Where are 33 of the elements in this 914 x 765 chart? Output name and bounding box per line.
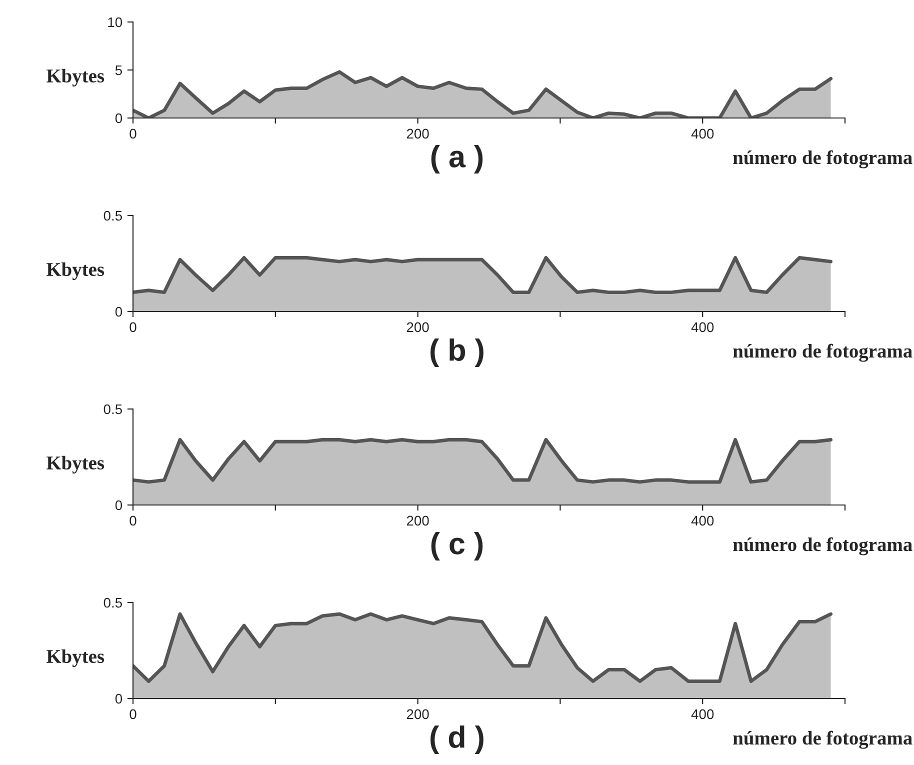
y-tick-label: 0 <box>115 694 122 704</box>
y-tick-label: 0 <box>115 113 122 124</box>
x-tick-label: 200 <box>406 709 429 720</box>
x-tick-label: 200 <box>406 322 429 332</box>
y-axis-title: Kbytes <box>46 68 104 87</box>
x-tick-label: 200 <box>406 516 429 526</box>
x-tick-label: 200 <box>406 128 429 139</box>
text: ( c ) <box>431 532 483 561</box>
y-tick-label: 0.5 <box>104 404 122 414</box>
x-tick-label: 0 <box>130 516 136 526</box>
y-axis-title: Kbytes <box>46 262 104 280</box>
x-axis-title: número de fotograma <box>733 344 912 362</box>
text: ( b ) <box>430 338 484 368</box>
x-tick-label: 400 <box>691 322 714 332</box>
y-axis-title: Kbytes <box>46 649 104 668</box>
x-tick-label: 400 <box>691 709 714 720</box>
y-tick-label: 0.5 <box>104 598 122 608</box>
x-axis-title: número de fotograma <box>733 730 912 749</box>
y-tick-label: 0 <box>115 500 122 510</box>
y-tick-label: 0.5 <box>104 210 122 221</box>
text: ( d ) <box>430 726 484 754</box>
x-tick-label: 0 <box>130 128 136 139</box>
y-axis-title: Kbytes <box>46 456 104 474</box>
y-tick-label: 0 <box>115 306 122 317</box>
x-tick-label: 400 <box>691 128 714 139</box>
x-tick-label: 0 <box>130 709 136 720</box>
text: ( a ) <box>431 145 483 174</box>
x-tick-label: 400 <box>691 516 714 526</box>
x-axis-title: número de fotograma <box>733 537 912 556</box>
y-tick-label: 10 <box>108 17 122 28</box>
x-tick-label: 0 <box>130 322 136 332</box>
y-tick-label: 5 <box>115 65 122 76</box>
x-axis-title: número de fotograma <box>733 150 912 168</box>
